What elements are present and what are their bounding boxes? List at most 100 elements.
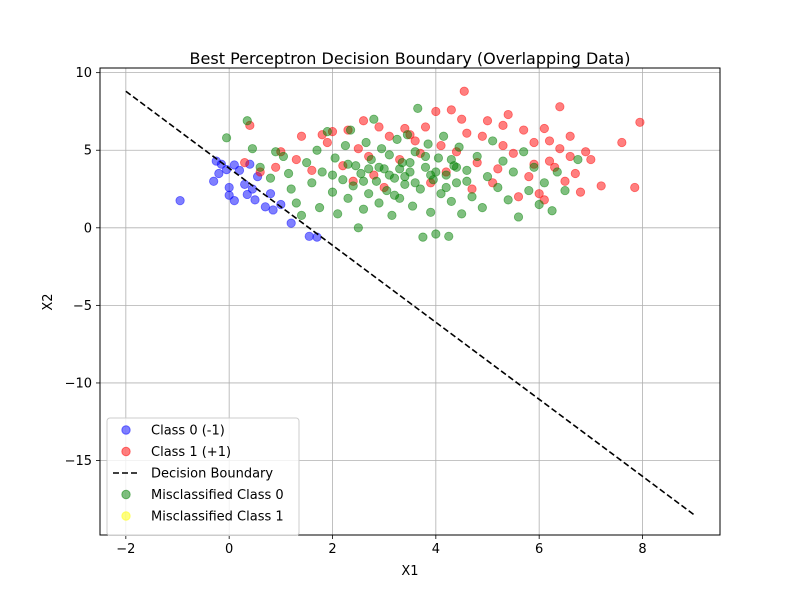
misclassified-class-0-point: [296, 210, 307, 220]
decision-boundary-line: [125, 90, 695, 516]
misclassified-class-0-point: [358, 176, 369, 186]
class-1-1-point: [575, 187, 586, 197]
misclassified-class-0-point: [351, 161, 361, 171]
misclassified-class-0-point: [444, 231, 454, 241]
class-1-1-point: [524, 172, 534, 182]
misclassified-class-0-point: [340, 140, 351, 151]
y-tick-label: 10: [75, 66, 92, 81]
class-1-1-point: [544, 136, 555, 146]
legend-marker: [121, 511, 131, 521]
class-1-1-point: [436, 140, 446, 151]
x-axis-label: X1: [401, 564, 418, 579]
class-1-1-point: [457, 114, 467, 124]
y-tick-label: −10: [65, 376, 92, 391]
misclassified-class-0-point: [392, 134, 402, 144]
class-1-1-point: [467, 184, 477, 194]
misclassified-class-0-point: [242, 116, 252, 126]
misclassified-class-0-point: [307, 178, 317, 188]
class-1-1-point: [635, 117, 645, 127]
chart-title: Best Perceptron Decision Boundary (Overl…: [190, 49, 631, 68]
misclassified-class-0-point: [366, 154, 376, 165]
class-1-1-point: [565, 131, 575, 141]
misclassified-class-0-point: [457, 209, 467, 219]
class-0-1-points: [175, 156, 322, 242]
misclassified-class-0-point: [560, 185, 570, 196]
class-1-1-point: [374, 122, 384, 132]
misclassified-class-0-point: [364, 189, 374, 199]
misclassified-class-0-point: [387, 210, 397, 220]
misclassified-class-0-point: [353, 223, 363, 233]
misclassified-class-0-point: [333, 209, 343, 219]
misclassified-class-0-point: [547, 206, 557, 216]
misclassified-class-0-point: [322, 127, 332, 137]
misclassified-class-0-point: [374, 162, 384, 172]
class-1-1-point: [296, 131, 307, 141]
misclassified-class-0-point: [395, 164, 405, 174]
class-1-1-point: [534, 189, 544, 199]
y-tick-label: −5: [73, 299, 92, 314]
misclassified-class-0-point: [374, 198, 384, 208]
misclassified-class-0-point: [431, 229, 441, 239]
misclassified-class-0-point: [312, 145, 322, 155]
class-1-1-point: [291, 154, 301, 165]
class-1-1-point: [384, 131, 394, 141]
misclassified-class-0-point: [361, 137, 371, 148]
y-tick-label: −15: [65, 454, 92, 469]
class-0-1-point: [175, 196, 185, 206]
class-1-1-point: [617, 137, 627, 148]
misclassified-class-0-point: [446, 154, 456, 165]
x-tick-label: 2: [328, 542, 336, 557]
misclassified-class-0-point: [534, 199, 544, 210]
legend-marker: [121, 425, 131, 435]
misclassified-class-0-point: [283, 168, 294, 179]
x-tick-label: −2: [116, 542, 135, 557]
class-1-1-point: [539, 123, 549, 134]
class-1-1-point: [307, 165, 317, 175]
misclassified-class-0-point: [413, 103, 423, 113]
class-1-1-point: [630, 182, 640, 193]
y-tick-label: 5: [84, 144, 92, 159]
class-1-1-point: [482, 116, 493, 126]
misclassified-class-0-point: [539, 178, 549, 188]
misclassified-class-0-point: [327, 187, 338, 197]
misclassified-class-0-point: [291, 198, 301, 208]
misclassified-class-0-point: [407, 201, 418, 211]
misclassified-class-0-point: [345, 125, 356, 135]
class-1-1-point: [570, 168, 580, 179]
class-1-1-point: [353, 144, 363, 154]
class-1-1-point: [513, 192, 524, 202]
class-1-1-point: [431, 106, 441, 117]
axis-ticks: −2 0 2 4 6 8 −15 −10 −5 0 5 10: [65, 66, 647, 557]
decision-boundary-path: [125, 90, 695, 516]
misclassified-class-0-point: [498, 156, 508, 166]
misclassified-class-0-point: [467, 192, 477, 202]
misclassified-class-0-point: [446, 196, 456, 207]
misclassified-class-0-point: [482, 172, 493, 182]
y-axis-label: X2: [41, 293, 56, 310]
misclassified-class-0-point: [415, 184, 425, 194]
x-tick-label: 0: [225, 542, 233, 557]
x-tick-label: 6: [535, 542, 543, 557]
legend: Class 0 (-1) Class 1 (+1) Decision Boundar…: [106, 417, 300, 536]
legend-item-class-0-1: Class 0 (-1): [121, 424, 225, 439]
misclassified-class-0-point: [364, 164, 374, 174]
legend-label: Decision Boundary: [151, 467, 273, 482]
misclassified-class-0-point: [348, 181, 358, 191]
class-0-1-point: [304, 231, 314, 241]
misclassified-class-0-point: [400, 179, 410, 189]
misclassified-class-0-point: [389, 190, 400, 200]
misclassified-class-0-point: [371, 176, 382, 186]
misclassified-class-0-point: [255, 162, 265, 172]
legend-box: [106, 417, 300, 536]
misclassified-class-0-point: [513, 212, 524, 222]
legend-label: Class 0 (-1): [151, 424, 225, 439]
misclassified-class-0-point: [426, 207, 436, 217]
misclassified-class-0-point: [420, 151, 431, 162]
x-tick-label: 4: [432, 542, 440, 557]
misclassified-class-0-point: [573, 154, 583, 165]
class-1-1-point: [358, 116, 369, 126]
grid: [100, 68, 720, 535]
legend-label: Class 1 (+1): [151, 445, 231, 460]
misclassified-class-0-point: [247, 144, 258, 154]
